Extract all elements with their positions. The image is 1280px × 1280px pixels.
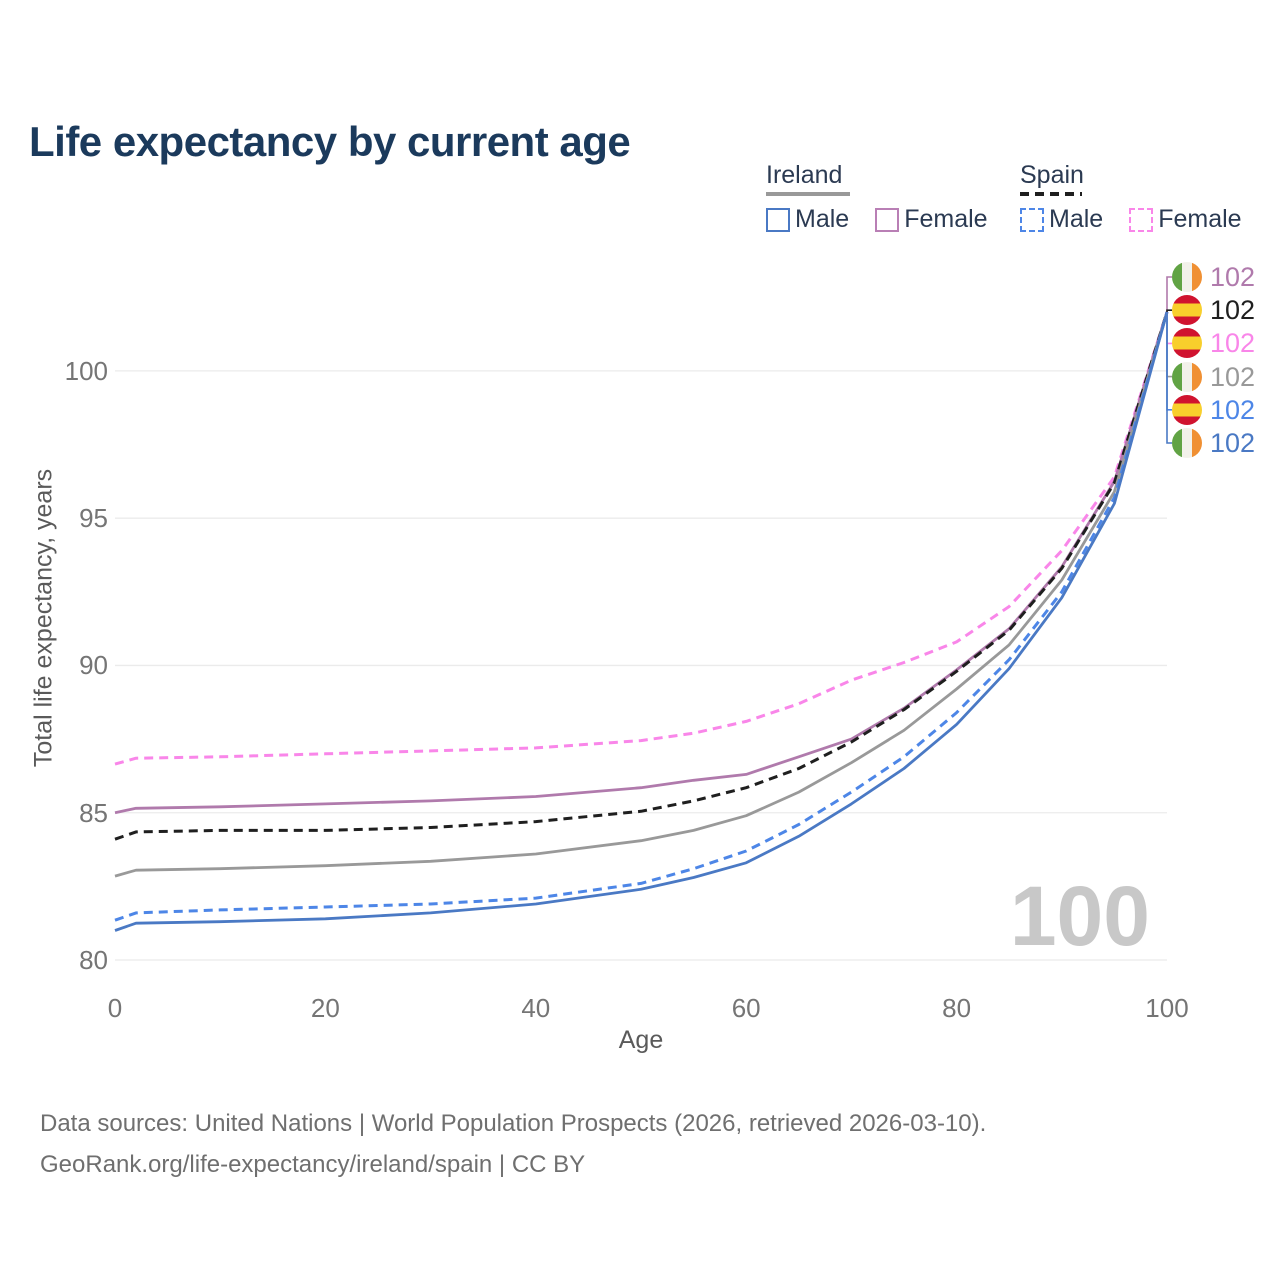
end-label-row: 102 xyxy=(1172,393,1255,427)
end-value-spain-male: 102 xyxy=(1210,394,1256,425)
ireland-female-swatch-icon xyxy=(875,207,900,232)
end-value-ireland-female: 102 xyxy=(1210,261,1256,292)
legend-item-spain-female[interactable]: Female xyxy=(1129,205,1242,234)
legend-country-ireland[interactable]: Ireland xyxy=(766,161,843,189)
end-value-ireland-both: 102 xyxy=(1210,361,1256,392)
x-tick-label: 20 xyxy=(310,993,340,1023)
ireland-male-swatch-icon xyxy=(766,207,790,232)
series-line-ireland-male[interactable] xyxy=(114,311,1169,932)
legend-items-ireland: Male Female xyxy=(766,205,988,234)
legend-item-ireland-female[interactable]: Female xyxy=(875,205,988,234)
legend-label: Female xyxy=(904,205,988,233)
legend-item-ireland-male[interactable]: Male xyxy=(766,205,849,234)
series-line-spain-male[interactable] xyxy=(114,311,1169,922)
series-line-spain-both-sexes[interactable] xyxy=(114,311,1169,841)
spain-flag-icon xyxy=(1172,395,1202,425)
ireland-flag-icon xyxy=(1172,362,1202,392)
x-tick-label: 40 xyxy=(521,993,551,1023)
x-tick-label: 60 xyxy=(731,993,761,1023)
end-value-spain-female: 102 xyxy=(1210,327,1256,358)
end-value-spain-both: 102 xyxy=(1210,294,1256,325)
attribution-line: GeoRank.org/life-expectancy/ireland/spai… xyxy=(40,1151,586,1178)
legend-item-spain-male[interactable]: Male xyxy=(1020,205,1103,234)
x-axis-title: Age xyxy=(618,1026,664,1054)
y-tick-label: 90 xyxy=(79,650,108,681)
end-value-ireland-male: 102 xyxy=(1210,427,1256,458)
legend-items-spain: Male Female xyxy=(1020,205,1242,234)
end-label-row: 102 xyxy=(1172,293,1255,327)
hovered-age-watermark: 100 xyxy=(1009,869,1150,963)
legend-label: Female xyxy=(1158,205,1242,233)
x-tick-label: 0 xyxy=(107,993,123,1023)
series-line-ireland-both-sexes[interactable] xyxy=(114,311,1169,878)
page-title: Life expectancy by current age xyxy=(29,118,631,166)
x-tick-label: 100 xyxy=(1145,993,1189,1023)
ireland-flag-icon xyxy=(1172,262,1202,292)
spain-flag-icon xyxy=(1172,295,1202,325)
spain-dashed-line-swatch xyxy=(1020,192,1082,196)
y-tick-label: 85 xyxy=(79,797,108,828)
spain-male-swatch-icon xyxy=(1020,207,1044,232)
spain-flag-icon xyxy=(1172,328,1202,358)
data-sources-line: Data sources: United Nations | World Pop… xyxy=(40,1110,987,1137)
footer: Data sources: United Nations | World Pop… xyxy=(40,1103,986,1185)
ireland-solid-line-swatch xyxy=(766,192,850,196)
end-label-row: 102 xyxy=(1172,426,1255,460)
x-tick-label: 80 xyxy=(942,993,972,1023)
y-tick-label: 80 xyxy=(79,945,108,975)
legend-label: Male xyxy=(1049,205,1104,233)
legend-group-spain: Spain Male Female xyxy=(1020,161,1242,234)
end-label-row: 102 xyxy=(1172,260,1255,294)
spain-female-swatch-icon xyxy=(1129,207,1154,232)
y-tick-label: 95 xyxy=(79,503,108,534)
legend-group-ireland: Ireland Male Female xyxy=(766,161,988,234)
series-line-ireland-female[interactable] xyxy=(114,311,1169,815)
legend-country-spain[interactable]: Spain xyxy=(1020,161,1084,189)
ireland-flag-icon xyxy=(1172,428,1202,458)
legend-label: Male xyxy=(795,205,850,233)
end-label-row: 102 xyxy=(1172,326,1255,360)
end-label-row: 102 xyxy=(1172,360,1255,394)
y-tick-label: 100 xyxy=(64,355,108,386)
series-line-spain-female[interactable] xyxy=(114,311,1169,766)
